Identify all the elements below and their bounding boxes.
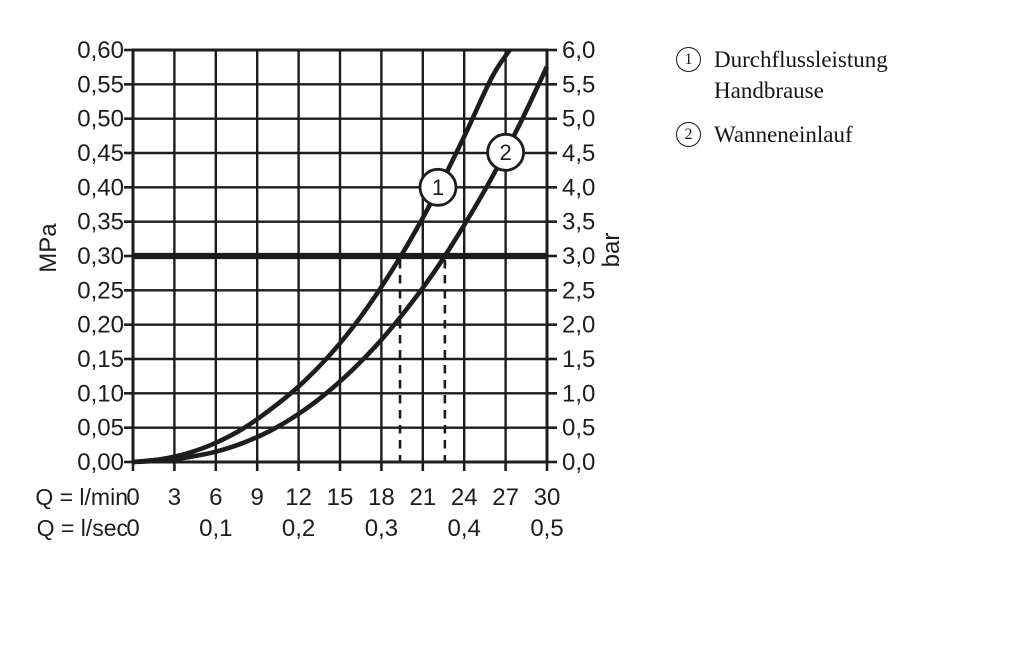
svg-text:0,15: 0,15 [77,346,124,373]
svg-text:0,40: 0,40 [77,174,124,201]
svg-text:0,5: 0,5 [562,415,595,442]
svg-text:18: 18 [368,484,395,511]
svg-text:0: 0 [126,484,139,511]
legend-circle-2-icon: 2 [676,122,701,147]
svg-text:0,60: 0,60 [77,37,124,64]
svg-text:1: 1 [432,175,444,200]
svg-text:0,00: 0,00 [77,449,124,476]
curve-marker-2: 2 [486,132,526,172]
svg-text:6,0: 6,0 [562,37,595,64]
svg-text:0,20: 0,20 [77,312,124,339]
svg-text:3: 3 [168,484,181,511]
svg-text:5,5: 5,5 [562,71,595,98]
flow-rate-chart: 120,000,050,100,150,200,250,300,350,400,… [77,37,595,542]
svg-text:30: 30 [534,484,561,511]
svg-text:15: 15 [327,484,354,511]
svg-text:0,45: 0,45 [77,140,124,167]
svg-text:4,5: 4,5 [562,140,595,167]
flow-guide-dashed-lines [398,260,447,462]
svg-text:0,25: 0,25 [77,277,124,304]
svg-text:5,0: 5,0 [562,106,595,133]
svg-text:0: 0 [126,515,139,542]
legend-label-2: Wanneneinlauf [714,122,853,147]
legend-item-1: 1 Durchflussleistung Handbrause [676,44,946,106]
svg-text:27: 27 [492,484,519,511]
svg-text:2: 2 [499,140,511,165]
svg-text:2,0: 2,0 [562,312,595,339]
svg-text:6: 6 [209,484,222,511]
svg-text:3,0: 3,0 [562,243,595,270]
y-right-tick-labels: 0,0 0,5 1,0 1,5 2,0 2,5 3,0 3,5 4,0 4,5 5,0 5,5 6,0 [562,37,595,476]
svg-text:4,0: 4,0 [562,174,595,201]
axis-tick-marks [124,48,557,471]
svg-text:0,55: 0,55 [77,71,124,98]
svg-text:1,0: 1,0 [562,380,595,407]
svg-text:0,05: 0,05 [77,415,124,442]
curve-group-1 [132,48,512,465]
y-axis-right-unit-label: bar [598,232,625,268]
svg-text:24: 24 [451,484,478,511]
curve-marker-1: 1 [418,167,458,207]
svg-text:1,5: 1,5 [562,346,595,373]
svg-text:0,35: 0,35 [77,209,124,236]
svg-text:0,1: 0,1 [199,515,232,542]
svg-text:0,4: 0,4 [448,515,481,542]
x-primary-tick-labels: 0 3 6 9 12 15 18 21 24 27 30 [126,484,560,511]
svg-text:0,0: 0,0 [562,449,595,476]
x-axis-secondary-caption: Q = l/sec [36,515,128,541]
y-axis-left-unit-label: MPa [35,223,62,273]
y-left-tick-labels: 0,00 0,05 0,10 0,15 0,20 0,25 0,30 0,35 0,40 0,45… [77,37,124,476]
curve-1 [132,48,512,465]
svg-text:2,5: 2,5 [562,277,595,304]
legend-circle-1-icon: 1 [676,47,701,72]
svg-text:0,3: 0,3 [365,515,398,542]
legend-item-2: 2 Wanneneinlauf [676,119,946,150]
svg-text:0,5: 0,5 [530,515,563,542]
svg-text:0,2: 0,2 [282,515,315,542]
x-secondary-tick-labels: 0 0,1 0,2 0,3 0,4 0,5 [126,515,563,542]
curve-group-2 [132,65,550,465]
legend-label-1: Durchflussleistung Handbrause [714,47,888,103]
svg-text:0,30: 0,30 [77,243,124,270]
svg-text:0,10: 0,10 [77,380,124,407]
x-axis-primary-caption: Q = l/min [35,484,128,510]
svg-text:12: 12 [285,484,312,511]
svg-text:9: 9 [251,484,264,511]
curve-2 [132,65,550,465]
svg-text:0,50: 0,50 [77,106,124,133]
svg-text:3,5: 3,5 [562,209,595,236]
legend: 1 Durchflussleistung Handbrause 2 Wannen… [676,44,946,163]
svg-text:21: 21 [409,484,436,511]
